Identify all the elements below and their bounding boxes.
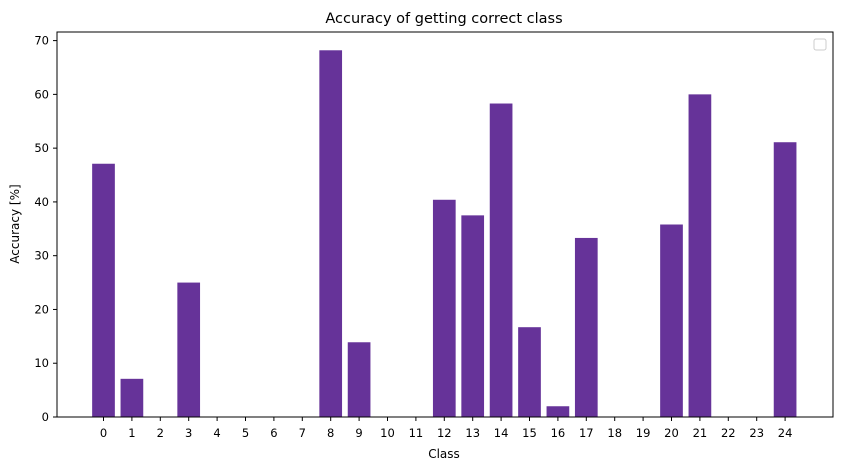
bar-class-20 bbox=[660, 224, 683, 417]
y-axis-label: Accuracy [%] bbox=[8, 184, 22, 263]
x-tick-label: 1 bbox=[128, 426, 135, 440]
x-tick-label: 5 bbox=[242, 426, 249, 440]
y-tick-label: 0 bbox=[42, 410, 49, 424]
x-tick-label: 10 bbox=[380, 426, 395, 440]
bars-group bbox=[92, 50, 797, 418]
legend-box bbox=[813, 38, 827, 51]
x-tick-label: 23 bbox=[749, 426, 764, 440]
x-tick-label: 17 bbox=[579, 426, 594, 440]
x-tick-label: 15 bbox=[522, 426, 537, 440]
x-tick-label: 14 bbox=[494, 426, 509, 440]
x-tick-label: 8 bbox=[327, 426, 334, 440]
x-tick-label: 24 bbox=[778, 426, 793, 440]
y-tick-label: 20 bbox=[34, 302, 49, 316]
x-tick-label: 22 bbox=[721, 426, 736, 440]
y-tick-label: 40 bbox=[34, 195, 49, 209]
bar-class-3 bbox=[177, 282, 201, 417]
bar-class-12 bbox=[432, 199, 456, 417]
bar-class-21 bbox=[688, 94, 712, 418]
x-tick-label: 18 bbox=[607, 426, 622, 440]
bar-class-8 bbox=[319, 50, 343, 417]
y-tick-label: 50 bbox=[34, 141, 49, 155]
chart-title: Accuracy of getting correct class bbox=[325, 11, 562, 27]
x-tick-label: 7 bbox=[299, 426, 306, 440]
plot-frame bbox=[56, 31, 834, 418]
bar-class-14 bbox=[489, 103, 513, 418]
x-axis-label: Class bbox=[428, 447, 460, 461]
x-tick-label: 13 bbox=[465, 426, 480, 440]
bar-class-17 bbox=[574, 237, 598, 417]
bar-class-16 bbox=[546, 406, 570, 417]
x-tick-label: 0 bbox=[100, 426, 107, 440]
bar-class-13 bbox=[461, 215, 485, 417]
x-tick-label: 9 bbox=[355, 426, 362, 440]
x-tick-label: 12 bbox=[437, 426, 452, 440]
x-tick-label: 21 bbox=[693, 426, 708, 440]
y-tick-label: 10 bbox=[34, 356, 49, 370]
x-tick-label: 11 bbox=[409, 426, 424, 440]
x-tick-label: 19 bbox=[636, 426, 651, 440]
bar-class-0 bbox=[92, 163, 115, 417]
y-axis-ticks: 0 10 20 30 40 50 60 70 bbox=[34, 34, 57, 424]
bar-class-9 bbox=[347, 342, 371, 417]
x-tick-label: 6 bbox=[270, 426, 277, 440]
y-tick-label: 70 bbox=[34, 34, 49, 48]
x-axis-ticks: 0 1 2 3 4 5 6 7 8 9 10 11 12 13 14 15 16 17 18 19 20 21 22 23 24 bbox=[100, 417, 793, 440]
bar-class-24 bbox=[773, 142, 797, 418]
y-tick-label: 30 bbox=[34, 249, 49, 263]
x-tick-label: 3 bbox=[185, 426, 192, 440]
y-tick-label: 60 bbox=[34, 87, 49, 101]
x-tick-label: 20 bbox=[664, 426, 679, 440]
bar-class-15 bbox=[518, 327, 541, 417]
x-tick-label: 4 bbox=[213, 426, 220, 440]
x-tick-label: 16 bbox=[551, 426, 566, 440]
bar-class-1 bbox=[120, 378, 144, 417]
x-tick-label: 2 bbox=[157, 426, 164, 440]
